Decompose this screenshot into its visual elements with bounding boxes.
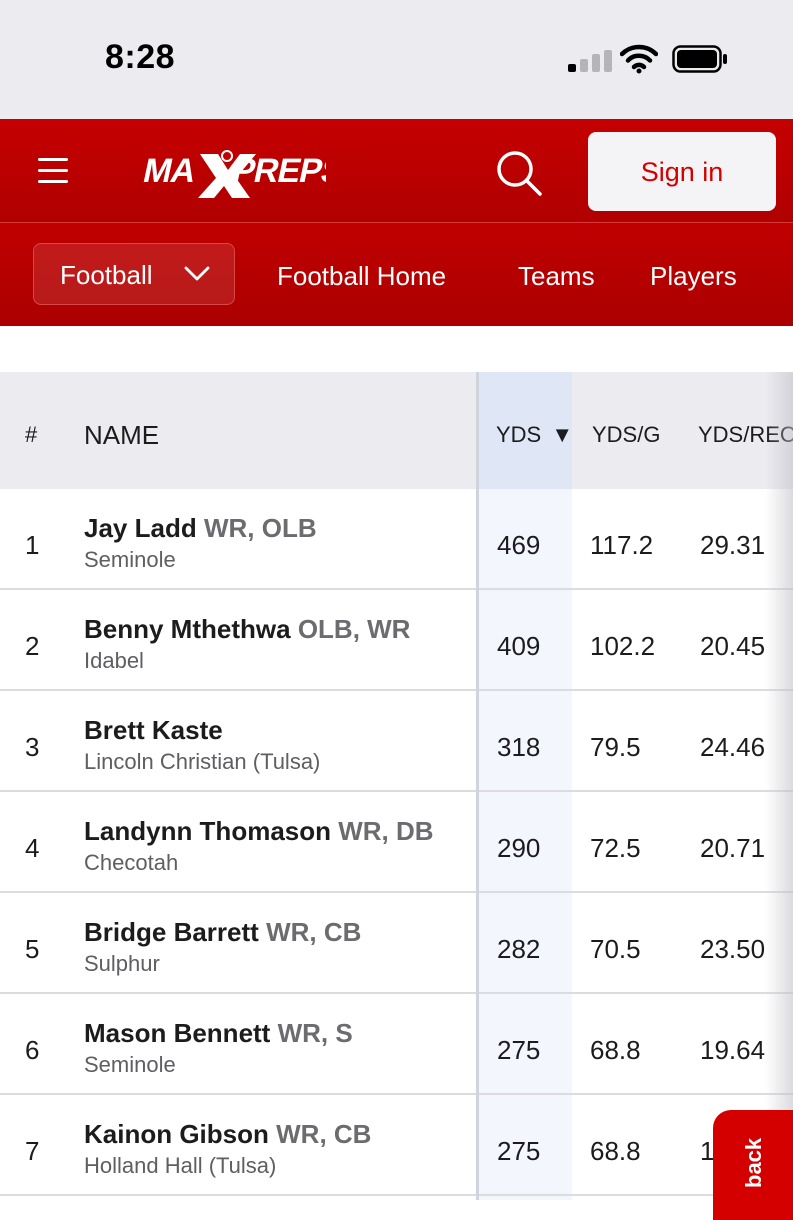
player-name: Kainon Gibson	[84, 1119, 269, 1149]
row-rank: 4	[25, 833, 40, 863]
player-name-link[interactable]: Benny Mthethwa OLB, WR	[84, 614, 410, 645]
svg-text:MA: MA	[140, 152, 199, 190]
row-rank: 5	[25, 934, 40, 964]
table-row[interactable]: 7 Kainon Gibson WR, CB Holland Hall (Tul…	[0, 1095, 793, 1196]
status-bar	[0, 0, 793, 119]
player-position: WR, CB	[276, 1119, 372, 1149]
chevron-down-icon	[184, 266, 210, 281]
cell-yds-per-rec: 20.45	[700, 631, 766, 661]
player-name-link[interactable]: Mason Bennett WR, S	[84, 1018, 353, 1049]
menu-icon[interactable]	[38, 158, 68, 184]
sport-subnav	[0, 222, 793, 326]
player-name-link[interactable]: Bridge Barrett WR, CB	[84, 917, 361, 948]
nav-teams[interactable]: Teams	[518, 261, 595, 291]
status-time: 8:28	[105, 38, 176, 76]
player-position: OLB, WR	[297, 614, 411, 644]
yds-column-highlight	[479, 372, 572, 489]
cell-yds-per-rec: 23.50	[700, 934, 766, 964]
row-rank: 6	[25, 1035, 40, 1065]
player-school: Checotah	[84, 850, 179, 875]
column-header-rank: #	[25, 422, 38, 447]
cell-yds: 409	[497, 631, 541, 661]
yds-column-background	[479, 489, 572, 1200]
player-school: Lincoln Christian (Tulsa)	[84, 749, 321, 774]
player-position: WR, S	[277, 1018, 353, 1048]
table-row[interactable]: 1 Jay Ladd WR, OLB Seminole 469 117.2 29…	[0, 489, 793, 590]
battery-icon	[672, 45, 727, 73]
table-row[interactable]: 4 Landynn Thomason WR, DB Checotah 290 7…	[0, 792, 793, 893]
row-rank: 2	[25, 631, 40, 661]
cell-yds-per-rec: 20.71	[700, 833, 766, 863]
row-rank: 7	[25, 1136, 40, 1166]
cell-yds-per-game: 72.5	[590, 833, 641, 863]
column-header-name[interactable]: NAME	[84, 420, 160, 450]
feedback-tab[interactable]: back	[713, 1110, 793, 1220]
cell-yds: 290	[497, 833, 541, 863]
column-header-yds-label: YDS	[496, 422, 542, 447]
table-header	[0, 372, 793, 489]
cell-yds: 275	[497, 1136, 541, 1166]
player-school: Seminole	[84, 1052, 176, 1077]
cell-yds: 318	[497, 732, 541, 762]
table-row[interactable]: 6 Mason Bennett WR, S Seminole 275 68.8 …	[0, 994, 793, 1095]
player-school: Sulphur	[84, 951, 160, 976]
player-school: Holland Hall (Tulsa)	[84, 1153, 277, 1178]
cell-yds: 469	[497, 530, 541, 560]
player-name: Benny Mthethwa	[84, 614, 291, 644]
cell-yds-per-game: 68.8	[590, 1035, 641, 1065]
player-position: WR, DB	[338, 816, 434, 846]
maxpreps-logo[interactable]: MA PREPS	[136, 142, 326, 200]
nav-players[interactable]: Players	[650, 261, 737, 291]
sort-descending-icon: ▼	[551, 422, 574, 447]
player-name: Brett Kaste	[84, 715, 223, 745]
cell-yds-per-game: 70.5	[590, 934, 641, 964]
player-school: Seminole	[84, 547, 176, 572]
cell-yds-per-rec: 19.64	[700, 1035, 766, 1065]
cell-yds-per-game: 68.8	[590, 1136, 641, 1166]
table-row[interactable]: 5 Bridge Barrett WR, CB Sulphur 282 70.5…	[0, 893, 793, 994]
sport-dropdown-label: Football	[60, 260, 153, 290]
cell-yds-per-rec: 1	[700, 1136, 715, 1166]
row-rank: 3	[25, 732, 40, 762]
cell-yds-per-game: 102.2	[590, 631, 656, 661]
player-name-link[interactable]: Jay Ladd WR, OLB	[84, 513, 317, 544]
wifi-icon	[620, 44, 658, 74]
table-row[interactable]: 2 Benny Mthethwa OLB, WR Idabel 409 102.…	[0, 590, 793, 691]
column-header-yds[interactable]: YDS ▼	[496, 422, 573, 448]
cell-yds-per-rec: 24.46	[700, 732, 766, 762]
nav-football-home[interactable]: Football Home	[277, 261, 447, 291]
player-school: Idabel	[84, 648, 144, 673]
player-name: Jay Ladd	[84, 513, 197, 543]
cell-yds-per-game: 117.2	[590, 530, 654, 560]
player-name: Landynn Thomason	[84, 816, 331, 846]
cell-yds: 282	[497, 934, 541, 964]
player-name-link[interactable]: Brett Kaste	[84, 715, 223, 746]
sport-dropdown[interactable]: Football	[33, 243, 235, 305]
column-header-yds-per-game[interactable]: YDS/G	[592, 422, 661, 447]
player-name: Bridge Barrett	[84, 917, 259, 947]
feedback-label: back	[741, 1137, 766, 1188]
player-name-link[interactable]: Landynn Thomason WR, DB	[84, 816, 434, 847]
player-position: WR, CB	[266, 917, 362, 947]
player-name: Mason Bennett	[84, 1018, 271, 1048]
cell-yds-per-game: 79.5	[590, 732, 641, 762]
signal-icon	[568, 50, 612, 72]
sign-in-button[interactable]: Sign in	[588, 132, 776, 211]
frozen-column-divider	[476, 372, 479, 1200]
cell-yds-per-rec: 29.31	[700, 530, 766, 560]
player-position: WR, OLB	[203, 513, 317, 543]
search-icon[interactable]	[494, 148, 544, 198]
table-row[interactable]: 3 Brett Kaste Lincoln Christian (Tulsa) …	[0, 691, 793, 792]
player-name-link[interactable]: Kainon Gibson WR, CB	[84, 1119, 371, 1150]
row-rank: 1	[25, 530, 40, 560]
cell-yds: 275	[497, 1035, 541, 1065]
horizontal-scroll-shadow[interactable]	[765, 372, 793, 1200]
